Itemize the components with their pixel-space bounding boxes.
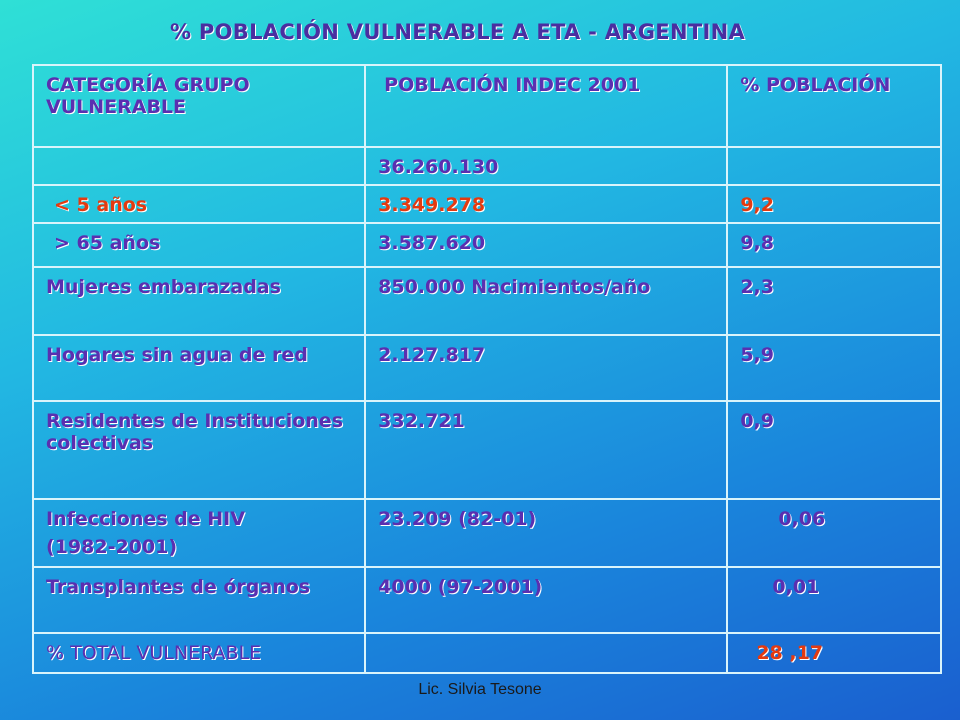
- percent-cell: 0,06: [726, 498, 942, 568]
- category-cell: < 5 años: [31, 184, 367, 224]
- population-cell: 2.127.817: [364, 334, 729, 402]
- percent-cell: 0,9: [726, 400, 942, 500]
- header-category: CATEGORÍA GRUPO VULNERABLE: [31, 64, 367, 148]
- category-cell: Infecciones de HIV (1982-2001): [31, 498, 367, 568]
- population-cell: 3.587.620: [364, 222, 729, 268]
- population-cell: 3.349.278: [364, 184, 729, 224]
- category-cell: Residentes de Instituciones colectivas: [31, 400, 367, 500]
- slide-title: % POBLACIÓN VULNERABLE A ETA - ARGENTINA: [169, 20, 745, 44]
- table-row: Hogares sin agua de red 2.127.817 5,9: [31, 334, 942, 402]
- percent-cell: 28 ,17: [726, 632, 942, 674]
- vulnerable-population-table: CATEGORÍA GRUPO VULNERABLE POBLACIÓN IND…: [31, 64, 942, 674]
- percent-cell: 2,3: [726, 266, 942, 336]
- population-cell: 850.000 Nacimientos/año: [364, 266, 729, 336]
- table-row: 36.260.130: [31, 146, 942, 186]
- population-cell: 23.209 (82-01): [364, 498, 729, 568]
- table-row: > 65 años 3.587.620 9,8: [31, 222, 942, 268]
- table-row: Infecciones de HIV (1982-2001) 23.209 (8…: [31, 498, 942, 568]
- category-cell: > 65 años: [31, 222, 367, 268]
- percent-cell: 9,2: [726, 184, 942, 224]
- header-row: CATEGORÍA GRUPO VULNERABLE POBLACIÓN IND…: [31, 64, 942, 148]
- category-cell: [31, 146, 367, 186]
- percent-cell: 9,8: [726, 222, 942, 268]
- author-footer: Lic. Silvia Tesone: [418, 681, 542, 698]
- percent-cell: 0,01: [726, 566, 942, 634]
- category-line-2: (1982-2001): [46, 536, 178, 558]
- percent-cell: [726, 146, 942, 186]
- header-percent: % POBLACIÓN: [726, 64, 942, 148]
- category-cell: Mujeres embarazadas: [31, 266, 367, 336]
- category-cell: % TOTAL VULNERABLE: [31, 632, 367, 674]
- category-cell: Hogares sin agua de red: [31, 334, 367, 402]
- total-row: % TOTAL VULNERABLE 28 ,17: [31, 632, 942, 674]
- population-cell: 332.721: [364, 400, 729, 500]
- population-cell: 4000 (97-2001): [364, 566, 729, 634]
- category-line: Infecciones de HIV: [46, 508, 245, 530]
- header-population: POBLACIÓN INDEC 2001: [364, 64, 729, 148]
- table-row: Mujeres embarazadas 850.000 Nacimientos/…: [31, 266, 942, 336]
- percent-cell: 5,9: [726, 334, 942, 402]
- population-cell: 36.260.130: [364, 146, 729, 186]
- table-row: Transplantes de órganos 4000 (97-2001) 0…: [31, 566, 942, 634]
- category-cell: Transplantes de órganos: [31, 566, 367, 634]
- table-row: Residentes de Instituciones colectivas 3…: [31, 400, 942, 500]
- table-row: < 5 años 3.349.278 9,2: [31, 184, 942, 224]
- population-cell: [364, 632, 729, 674]
